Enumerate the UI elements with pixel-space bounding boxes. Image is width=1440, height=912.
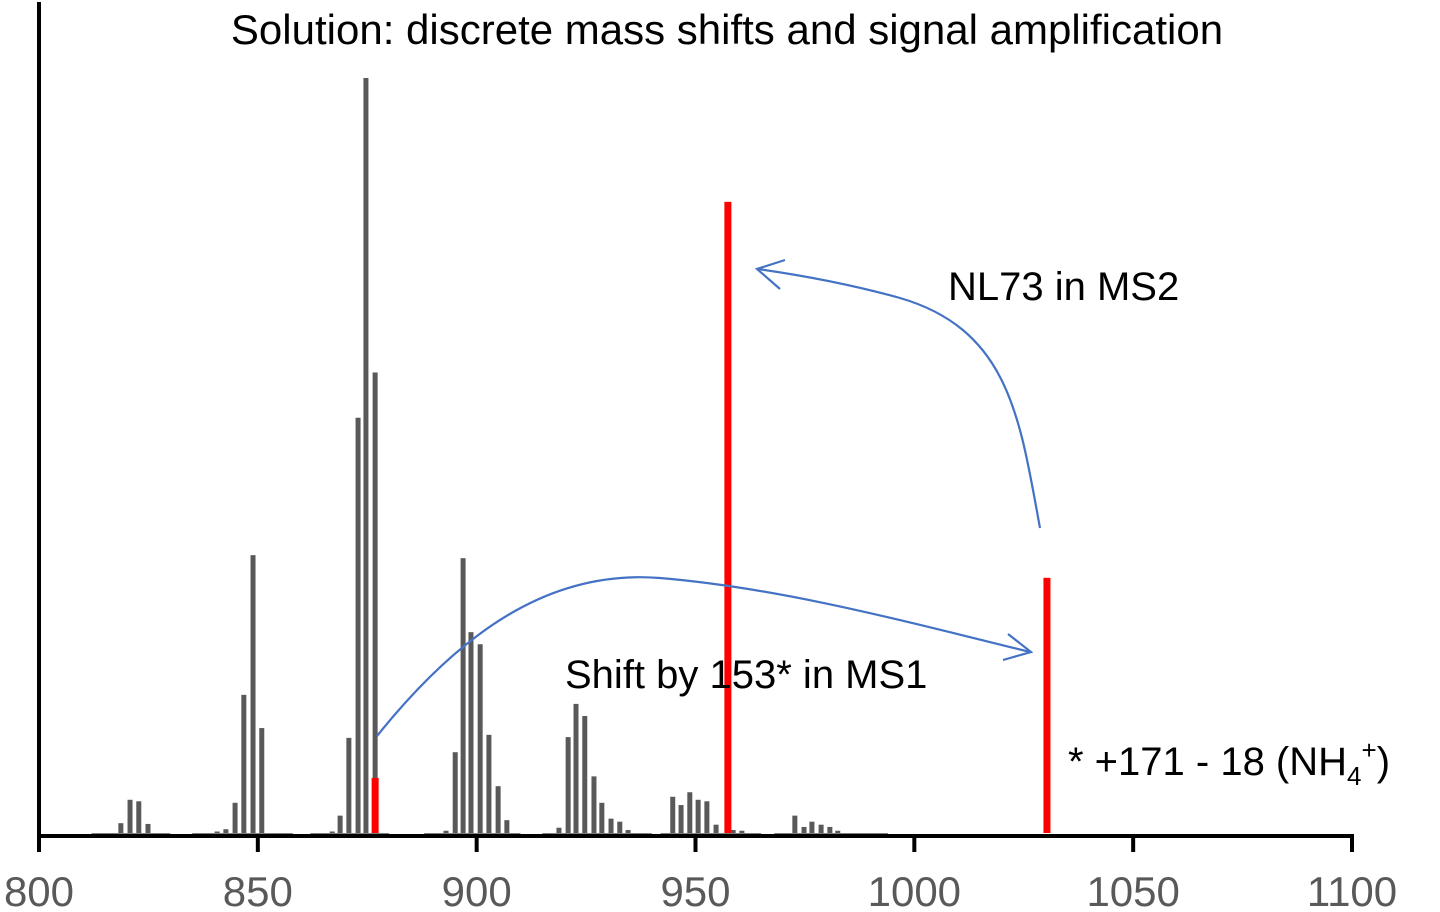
- spectrum-peak: [625, 829, 631, 833]
- spectrum-peak: [687, 792, 693, 833]
- spectrum-bars: [118, 78, 841, 833]
- neutral-loss-arrowhead-icon: [754, 258, 786, 290]
- spectrum-peak: [127, 799, 133, 833]
- x-ticks: 800 850 900 950 1000 1050 1100: [4, 836, 1397, 912]
- spectrum-peak: [818, 824, 824, 833]
- derivatized-bars: [371, 201, 1051, 833]
- spectrum-peak: [452, 752, 458, 833]
- spectrum-peak: [608, 818, 614, 833]
- x-tick-label: 950: [660, 868, 730, 912]
- spectrum-peak: [136, 801, 142, 833]
- annotation-footnote: * +171 - 18 (NH4+): [1068, 735, 1390, 791]
- spectrum-peak: [372, 372, 378, 833]
- spectrum-peak: [468, 632, 474, 833]
- spectrum-peak: [504, 820, 510, 833]
- chart-title: Solution: discrete mass shifts and signa…: [231, 6, 1223, 53]
- spectrum-peak: [835, 830, 841, 833]
- spectrum-peak: [486, 734, 492, 833]
- spectrum-peak: [259, 728, 265, 833]
- shift-arrow: [376, 576, 1031, 737]
- spectrum-peak: [695, 799, 701, 833]
- derivatized-peak: [724, 201, 732, 833]
- spectrum-peak: [573, 703, 579, 833]
- spectrum-peak: [617, 821, 623, 833]
- x-tick-label: 900: [442, 868, 512, 912]
- spectrum-peak: [739, 830, 745, 833]
- x-tick-label: 800: [4, 868, 74, 912]
- spectrum-peak: [713, 824, 719, 833]
- spectrum-peak: [801, 826, 807, 833]
- neutral-loss-arrow: [757, 267, 1042, 529]
- spectrum-peak: [346, 737, 352, 833]
- spectrum-peak: [241, 694, 247, 833]
- spectrum-peak: [582, 715, 588, 833]
- spectrum-peak: [477, 644, 483, 833]
- spectrum-peak: [809, 821, 815, 833]
- annotation-nl73: NL73 in MS2: [948, 265, 1179, 309]
- annotation-shift: Shift by 153* in MS1: [565, 653, 927, 697]
- spectrum-peak: [145, 823, 151, 833]
- spectrum-peak: [565, 737, 571, 833]
- spectrum-peak: [118, 823, 124, 833]
- spectrum-peak: [591, 776, 597, 833]
- footnote-superscript: +: [1362, 735, 1377, 765]
- spectrum-peak: [704, 801, 710, 833]
- spectrum-peak: [223, 829, 229, 833]
- x-tick-label: 1050: [1086, 868, 1179, 912]
- spectrum-peak: [556, 827, 562, 833]
- spectrum-peak: [355, 417, 361, 833]
- derivatized-peak: [371, 777, 379, 833]
- spectrum-peak: [730, 829, 736, 833]
- spectrum-peak: [363, 78, 369, 833]
- spectrum-peak: [827, 826, 833, 833]
- spectrum-peak: [460, 558, 466, 833]
- spectrum-peak: [337, 815, 343, 833]
- spectrum-peak: [599, 802, 605, 833]
- shift-arrowhead-icon: [1002, 633, 1034, 662]
- spectrum-peak: [792, 815, 798, 833]
- spectrum-peak: [214, 831, 220, 833]
- spectrum-peak: [670, 796, 676, 833]
- footnote-subscript: 4: [1347, 761, 1361, 791]
- spectrum-peak: [232, 802, 238, 833]
- spectrum-peak: [250, 555, 256, 833]
- spectrum-peak: [329, 831, 335, 833]
- spectrum-peak: [443, 830, 449, 833]
- x-tick-label: 1100: [1307, 868, 1397, 912]
- spectrum-peak: [678, 805, 684, 833]
- spectrum-peak: [495, 786, 501, 833]
- x-tick-label: 1000: [868, 868, 961, 912]
- footnote-main: * +171 - 18 (NH: [1068, 740, 1347, 784]
- derivatized-peak: [1043, 577, 1051, 833]
- footnote-tail: ): [1377, 740, 1390, 784]
- x-tick-label: 850: [223, 868, 293, 912]
